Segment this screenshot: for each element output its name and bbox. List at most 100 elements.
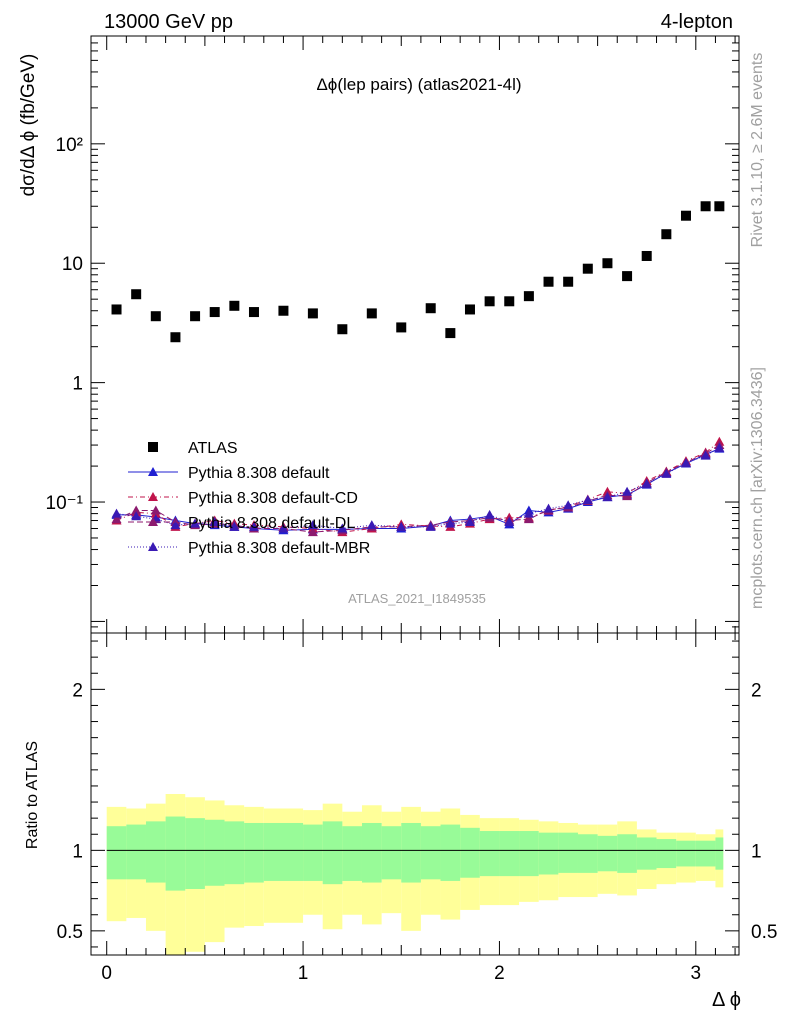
data-point — [396, 322, 407, 333]
data-point — [523, 291, 534, 302]
ratio-panel: Ratio to ATLAS 0.5 0.5 1 1 2 2 0 1 2 3 Δ ϕ — [24, 632, 777, 1011]
stat-uncertainty-band — [519, 831, 539, 877]
data-point — [464, 304, 475, 315]
data-point — [248, 307, 259, 318]
stat-uncertainty-band — [165, 816, 186, 891]
stat-uncertainty-band — [224, 821, 245, 885]
mcplots-credit-label: mcplots.cern.ch [arXiv:1306.3436] — [749, 367, 766, 609]
main-panel: Δϕ(lep pairs) (atlas2021-4l) ATLAS_2021_… — [18, 35, 740, 634]
data-point — [111, 304, 122, 315]
data-point — [425, 521, 436, 531]
data-point — [661, 468, 672, 478]
data-point — [641, 478, 652, 488]
data-point — [209, 517, 220, 527]
legend: ATLAS Pythia 8.308 default Pythia 8.308 de… — [128, 440, 370, 557]
ratio-y-tick-label: 1 — [751, 841, 762, 862]
stat-uncertainty-band — [401, 822, 421, 883]
stat-uncertainty-band — [479, 831, 500, 877]
y-tick-label: 10⁻¹ — [46, 493, 84, 514]
data-point — [714, 442, 725, 452]
header-left: 13000 GeV pp — [104, 11, 233, 33]
data-point — [445, 518, 456, 528]
data-point — [425, 303, 436, 314]
stat-uncertainty-band — [499, 831, 520, 877]
stat-uncertainty-band — [342, 826, 362, 881]
stat-uncertainty-band — [361, 822, 382, 883]
x-tick-label: 0 — [101, 963, 112, 984]
stat-uncertainty-band — [126, 824, 146, 880]
legend-marker — [148, 517, 158, 526]
data-point — [366, 520, 377, 530]
data-point — [504, 517, 515, 527]
data-point — [209, 307, 220, 318]
data-point — [700, 201, 711, 212]
x-tick-label: 1 — [298, 963, 309, 984]
stat-uncertainty-band — [322, 821, 343, 885]
data-point — [131, 505, 142, 515]
ratio-y-tick-label: 0.5 — [751, 922, 777, 943]
x-axis-label: Δ ϕ — [712, 989, 741, 1011]
data-point — [170, 332, 181, 343]
legend-marker — [148, 492, 158, 501]
analysis-watermark: ATLAS_2021_I1849535 — [348, 591, 486, 606]
stat-uncertainty-band — [381, 826, 402, 880]
y-tick-label: 10 — [62, 254, 83, 275]
data-point — [278, 523, 289, 533]
data-point — [622, 271, 633, 282]
stat-uncertainty-band — [577, 834, 598, 873]
data-point — [229, 300, 240, 311]
data-point — [700, 450, 711, 460]
data-point — [543, 503, 554, 513]
data-point — [111, 514, 122, 524]
data-point — [190, 311, 201, 322]
stat-uncertainty-band — [695, 840, 716, 867]
stat-uncertainty-band — [676, 840, 696, 867]
data-point — [602, 492, 613, 502]
legend-marker — [148, 467, 158, 476]
header-right: 4-lepton — [661, 11, 733, 33]
data-point — [445, 328, 456, 339]
data-point — [464, 517, 475, 527]
data-point — [131, 289, 142, 300]
legend-label: Pythia 8.308 default-MBR — [188, 540, 370, 557]
series-1 — [111, 201, 725, 343]
stat-uncertainty-band — [715, 837, 724, 870]
stat-uncertainty-band — [106, 826, 127, 880]
data-point — [170, 520, 181, 530]
data-point — [337, 324, 348, 335]
data-point — [229, 521, 240, 531]
stat-uncertainty-band — [303, 824, 323, 881]
stat-uncertainty-band — [263, 822, 304, 881]
stat-uncertainty-band — [204, 819, 225, 886]
data-point — [131, 511, 142, 521]
data-point — [307, 520, 318, 530]
data-point — [680, 210, 691, 221]
ratio-y-tick-label: 2 — [72, 680, 83, 701]
data-point — [714, 201, 725, 212]
ratio-frame — [90, 632, 740, 956]
data-point — [661, 229, 672, 240]
x-tick-label: 2 — [494, 963, 505, 984]
data-point — [337, 523, 348, 533]
data-point — [563, 276, 574, 287]
data-point — [150, 311, 161, 322]
data-point — [396, 521, 407, 531]
legend-label: Pythia 8.308 default — [188, 465, 330, 482]
data-point — [307, 308, 318, 319]
data-point — [622, 486, 633, 496]
ratio-y-axis-label: Ratio to ATLAS — [24, 741, 41, 849]
data-point — [278, 305, 289, 316]
stat-uncertainty-band — [656, 839, 677, 869]
stat-uncertainty-band — [420, 826, 441, 880]
ratio-y-tick-label: 2 — [751, 680, 762, 701]
data-point — [484, 509, 495, 519]
data-point — [582, 263, 593, 274]
stat-uncertainty-band — [145, 821, 166, 883]
data-point — [307, 527, 318, 537]
data-point — [190, 518, 201, 528]
legend-marker — [148, 542, 158, 551]
data-point — [523, 508, 534, 518]
plot-title: Δϕ(lep pairs) (atlas2021-4l) — [316, 75, 521, 94]
data-point — [150, 505, 161, 515]
